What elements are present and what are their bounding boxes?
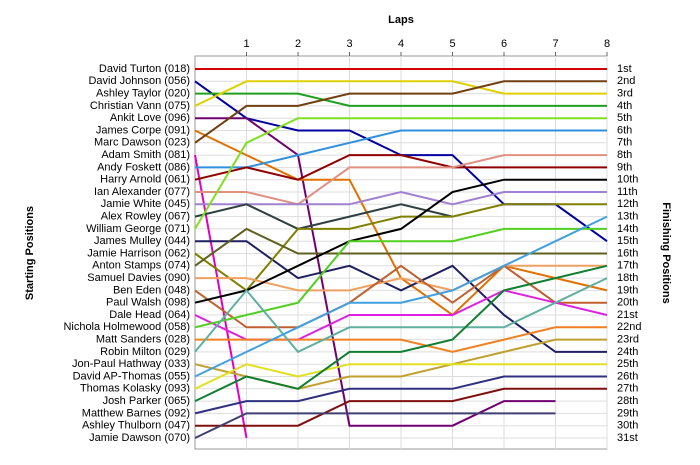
series-name: Adam Smith (081) bbox=[101, 149, 190, 161]
y-tick-label: 21st bbox=[617, 309, 638, 321]
y-tick-label: 24th bbox=[617, 346, 638, 358]
y-tick-label: 6th bbox=[617, 124, 632, 136]
series-line bbox=[195, 240, 607, 353]
series-line bbox=[195, 117, 556, 427]
y2-axis-title: Finishing Positions bbox=[660, 202, 672, 303]
y-tick-label: 15th bbox=[617, 235, 638, 247]
series-line bbox=[194, 215, 608, 378]
series-line bbox=[195, 129, 607, 169]
series-name: James Corpe (091) bbox=[96, 124, 190, 136]
y-tick-label: 11th bbox=[617, 186, 638, 198]
y-tick-label: 8th bbox=[617, 149, 632, 161]
series-line bbox=[194, 203, 453, 230]
series-name: Dale Head (064) bbox=[109, 309, 190, 321]
y-tick-label: 28th bbox=[617, 395, 638, 407]
series-line bbox=[194, 375, 607, 415]
series-name: Jamie White (045) bbox=[101, 198, 190, 210]
y-tick-label: 10th bbox=[617, 174, 638, 186]
series-name: Christian Vann (075) bbox=[90, 100, 190, 112]
y-tick-label: 3rd bbox=[617, 88, 633, 100]
x-tick-label: 1 bbox=[243, 38, 249, 50]
y-tick-label: 31st bbox=[617, 432, 638, 444]
x-tick-label: 6 bbox=[501, 38, 507, 50]
series-line bbox=[194, 203, 607, 292]
series-name: Jamie Dawson (070) bbox=[89, 432, 190, 444]
series-name: Josh Parker (065) bbox=[103, 395, 190, 407]
x-tick-label: 4 bbox=[398, 38, 404, 50]
y-tick-label: 2nd bbox=[617, 75, 635, 87]
y-tick-label: 13th bbox=[617, 211, 638, 223]
series-name: Harry Arnold (061) bbox=[100, 174, 190, 186]
x-tick-label: 7 bbox=[552, 38, 558, 50]
series-name: Thomas Kolasky (093) bbox=[80, 383, 190, 395]
series-line bbox=[194, 363, 607, 390]
y-tick-label: 7th bbox=[617, 137, 632, 149]
series-name: Samuel Davies (090) bbox=[87, 272, 190, 284]
series-name: Anton Stamps (074) bbox=[92, 260, 190, 272]
y-axis-title: Starting Positions bbox=[24, 206, 36, 300]
series-name: Ashley Taylor (020) bbox=[96, 88, 190, 100]
series-line bbox=[194, 178, 607, 304]
y-tick-label: 20th bbox=[617, 297, 638, 309]
y-tick-label: 17th bbox=[617, 260, 638, 272]
series-name: Ashley Thulborn (047) bbox=[82, 420, 190, 432]
x-tick-label: 3 bbox=[346, 38, 352, 50]
series-line bbox=[195, 387, 607, 427]
series-name: David Johnson (056) bbox=[88, 75, 190, 87]
y-tick-label: 12th bbox=[617, 198, 638, 210]
series-name: James Mulley (044) bbox=[94, 235, 190, 247]
y-tick-label: 22nd bbox=[617, 321, 641, 333]
series-name: Andy Foskett (086) bbox=[97, 161, 190, 173]
series-line bbox=[194, 80, 607, 107]
y-tick-label: 26th bbox=[617, 370, 638, 382]
series-line bbox=[194, 412, 556, 439]
y-tick-label: 18th bbox=[617, 272, 638, 284]
y-tick-label: 19th bbox=[617, 284, 638, 296]
y-tick-label: 1st bbox=[617, 63, 632, 75]
series-line bbox=[194, 277, 608, 354]
series-name: Robin Milton (029) bbox=[100, 346, 190, 358]
series-line bbox=[195, 190, 607, 206]
y-tick-label: 27th bbox=[617, 383, 638, 395]
series-line bbox=[194, 264, 608, 403]
x-axis-title: Laps bbox=[388, 14, 414, 26]
series-name: Jon-Paul Hathway (033) bbox=[72, 358, 190, 370]
series-name: Jamie Harrison (062) bbox=[87, 247, 190, 259]
y-tick-label: 23rd bbox=[617, 334, 639, 346]
series-line bbox=[195, 92, 607, 107]
series-line bbox=[194, 80, 607, 144]
series-line bbox=[195, 154, 607, 206]
y-tick-label: 9th bbox=[617, 161, 632, 173]
y-tick-label: 25th bbox=[617, 358, 638, 370]
series-line bbox=[195, 326, 607, 353]
series-line bbox=[194, 227, 607, 267]
series-name: Alex Rowley (067) bbox=[101, 211, 190, 223]
series-name: Matt Sanders (028) bbox=[96, 334, 190, 346]
y-tick-label: 29th bbox=[617, 407, 638, 419]
y-tick-label: 14th bbox=[617, 223, 638, 235]
series-name: Paul Walsh (098) bbox=[106, 297, 190, 309]
series-line bbox=[194, 264, 607, 329]
x-tick-label: 2 bbox=[295, 38, 301, 50]
series-line bbox=[194, 117, 607, 230]
y-tick-label: 4th bbox=[617, 100, 632, 112]
y-tick-label: 5th bbox=[617, 112, 632, 124]
y-tick-label: 16th bbox=[617, 247, 638, 259]
series-name: Ankit Love (096) bbox=[110, 112, 190, 124]
series-name: David AP-Thomas (055) bbox=[73, 370, 190, 382]
x-tick-label: 5 bbox=[449, 38, 455, 50]
y-tick-label: 30th bbox=[617, 420, 638, 432]
series-name: David Turton (018) bbox=[99, 63, 190, 75]
series-name: Ian Alexander (077) bbox=[94, 186, 190, 198]
series-name: William George (071) bbox=[86, 223, 190, 235]
series-name: Matthew Barnes (092) bbox=[82, 407, 190, 419]
series-name: Marc Dawson (023) bbox=[94, 137, 190, 149]
series-name: Ben Eden (048) bbox=[113, 284, 190, 296]
series-line bbox=[194, 154, 607, 181]
x-tick-label: 8 bbox=[604, 38, 610, 50]
series-name: Nichola Holmewood (058) bbox=[63, 321, 190, 333]
